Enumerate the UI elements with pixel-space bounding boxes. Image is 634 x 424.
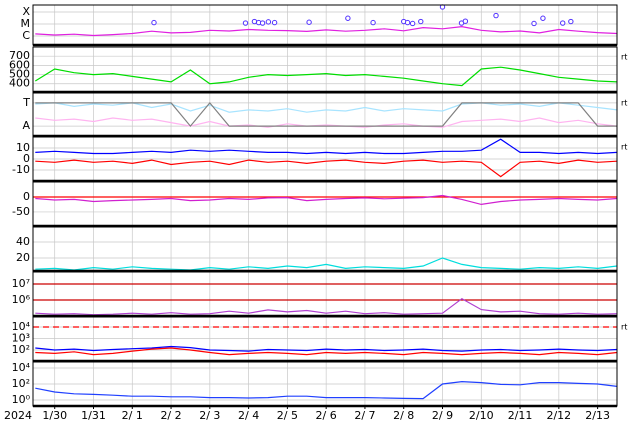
- data-line: [35, 194, 618, 206]
- flare-marker: [259, 20, 266, 26]
- flare-marker: [151, 19, 157, 26]
- x-tick-label: 2/ 4: [238, 409, 259, 422]
- y-tick-label: 10⁴: [12, 361, 31, 374]
- side-label: rt: [621, 143, 627, 152]
- plot-area: [35, 345, 618, 356]
- plot-area: [35, 297, 618, 316]
- plot-area: [35, 101, 618, 128]
- x-tick-label: 2/12: [546, 409, 571, 422]
- plot-area: [35, 138, 618, 178]
- data-line: [35, 159, 618, 178]
- data-line: [35, 297, 618, 316]
- flare-marker: [568, 18, 574, 25]
- y-tick-label: 10²: [12, 377, 30, 390]
- x-tick-label: 2/ 2: [160, 409, 181, 422]
- data-line: [35, 101, 617, 128]
- y-tick-label: C: [22, 29, 30, 42]
- y-tick-label: M: [21, 17, 31, 30]
- y-tick-label: 10⁰: [12, 393, 31, 406]
- panel-background: [33, 182, 617, 226]
- x-tick-label: 2/ 3: [199, 409, 220, 422]
- flare-marker: [531, 20, 537, 27]
- flare-marker: [404, 19, 411, 26]
- x-tick-label: 2/ 5: [277, 409, 298, 422]
- x-tick-label: 2/ 9: [432, 409, 453, 422]
- y-tick-label: 10²: [12, 343, 30, 356]
- panel-background: [33, 272, 617, 316]
- data-line: [35, 25, 618, 37]
- x-tick-label: 2/ 1: [122, 409, 143, 422]
- x-tick-label: 2/ 8: [393, 409, 414, 422]
- flare-marker: [345, 15, 351, 21]
- data-line: [35, 257, 618, 271]
- plot-area: [35, 4, 618, 37]
- side-label: rt: [621, 53, 627, 62]
- y-tick-label: 10³: [12, 331, 30, 344]
- y-tick-label: 20: [16, 251, 30, 264]
- x-tick-label: 2/10: [469, 409, 494, 422]
- y-tick-label: 0: [23, 152, 30, 165]
- plot-area: [35, 194, 618, 206]
- y-tick-label: 400: [9, 77, 30, 90]
- x-tick-label: 2/11: [508, 409, 533, 422]
- y-tick-label: 700: [9, 49, 30, 62]
- x-tick-label: 2/ 6: [316, 409, 337, 422]
- x-tick-label: 1/31: [81, 409, 106, 422]
- y-tick-label: T: [22, 96, 30, 109]
- y-tick-label: -50: [12, 205, 30, 218]
- panel-background: [33, 227, 617, 271]
- data-line: [34, 66, 618, 87]
- plot-area: [35, 380, 618, 400]
- y-tick-label: 40: [16, 235, 30, 248]
- plot-area: [34, 66, 618, 87]
- y-tick-label: -10: [12, 163, 30, 176]
- data-line: [35, 347, 618, 356]
- y-tick-label: 10⁴: [12, 320, 31, 333]
- flare-marker: [271, 19, 278, 26]
- y-tick-label: 10⁷: [12, 277, 30, 290]
- panel-background: [33, 5, 617, 45]
- y-tick-label: 0: [23, 190, 30, 203]
- y-tick-label: 600: [9, 58, 30, 71]
- side-label: rt: [621, 99, 627, 108]
- plot-area: [35, 257, 618, 271]
- flare-marker: [560, 20, 566, 26]
- flare-marker: [418, 18, 424, 25]
- flare-marker: [409, 20, 416, 27]
- data-line: [35, 345, 618, 352]
- flare-marker: [306, 19, 312, 25]
- y-tick-label: X: [22, 5, 30, 18]
- flare-marker: [540, 15, 546, 21]
- flare-marker: [251, 18, 258, 25]
- data-line: [35, 117, 618, 128]
- x-tick-label: 2/ 7: [354, 409, 375, 422]
- y-tick-label: 10: [16, 141, 30, 154]
- panel-background: [33, 93, 617, 136]
- flare-marker: [493, 12, 499, 19]
- data-line: [35, 380, 618, 400]
- x-tick-label: 2/13: [585, 409, 610, 422]
- y-tick-label: 10⁶: [12, 293, 31, 306]
- flare-marker: [265, 19, 272, 25]
- y-tick-label: 500: [9, 68, 30, 81]
- data-line: [35, 138, 618, 155]
- flare-marker: [242, 20, 249, 26]
- y-tick-label: A: [22, 119, 30, 132]
- flare-marker: [370, 19, 376, 26]
- x-tick-label: 1/30: [42, 409, 67, 422]
- year-label: 2024: [4, 409, 32, 422]
- side-label: rt: [621, 323, 627, 332]
- flare-marker: [462, 18, 469, 24]
- panel-background: [33, 47, 617, 92]
